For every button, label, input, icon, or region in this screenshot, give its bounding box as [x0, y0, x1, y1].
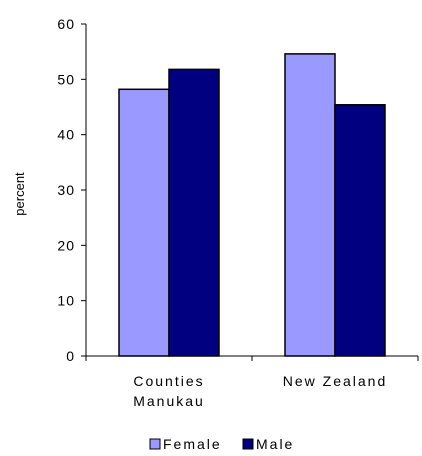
axes: 0 10 20 30 40 50 60 [57, 16, 419, 364]
category-label: Counties [133, 373, 204, 389]
bar-female [284, 53, 336, 357]
y-axis-label: percent [12, 172, 27, 216]
y-tick-label: 10 [57, 293, 75, 309]
bar-female [118, 88, 170, 357]
legend-swatch-female [149, 438, 161, 450]
category-label: New Zealand [283, 373, 388, 389]
legend: Female Male [149, 436, 294, 452]
legend-label-male: Male [256, 436, 294, 452]
bar-male [334, 104, 386, 357]
y-tick-label: 20 [57, 237, 75, 253]
y-tick-label: 0 [66, 348, 75, 364]
y-tick-label: 30 [57, 182, 75, 198]
y-tick-label: 60 [57, 16, 75, 32]
y-tick-label: 50 [57, 71, 75, 87]
category-label: Manukau [133, 393, 205, 409]
y-tick-label: 40 [57, 127, 75, 143]
bar-male [168, 68, 220, 357]
legend-swatch-male [242, 438, 254, 450]
legend-label-female: Female [163, 436, 222, 452]
bars [118, 53, 386, 357]
labels: percent Counties Manukau New Zealand [12, 172, 388, 409]
